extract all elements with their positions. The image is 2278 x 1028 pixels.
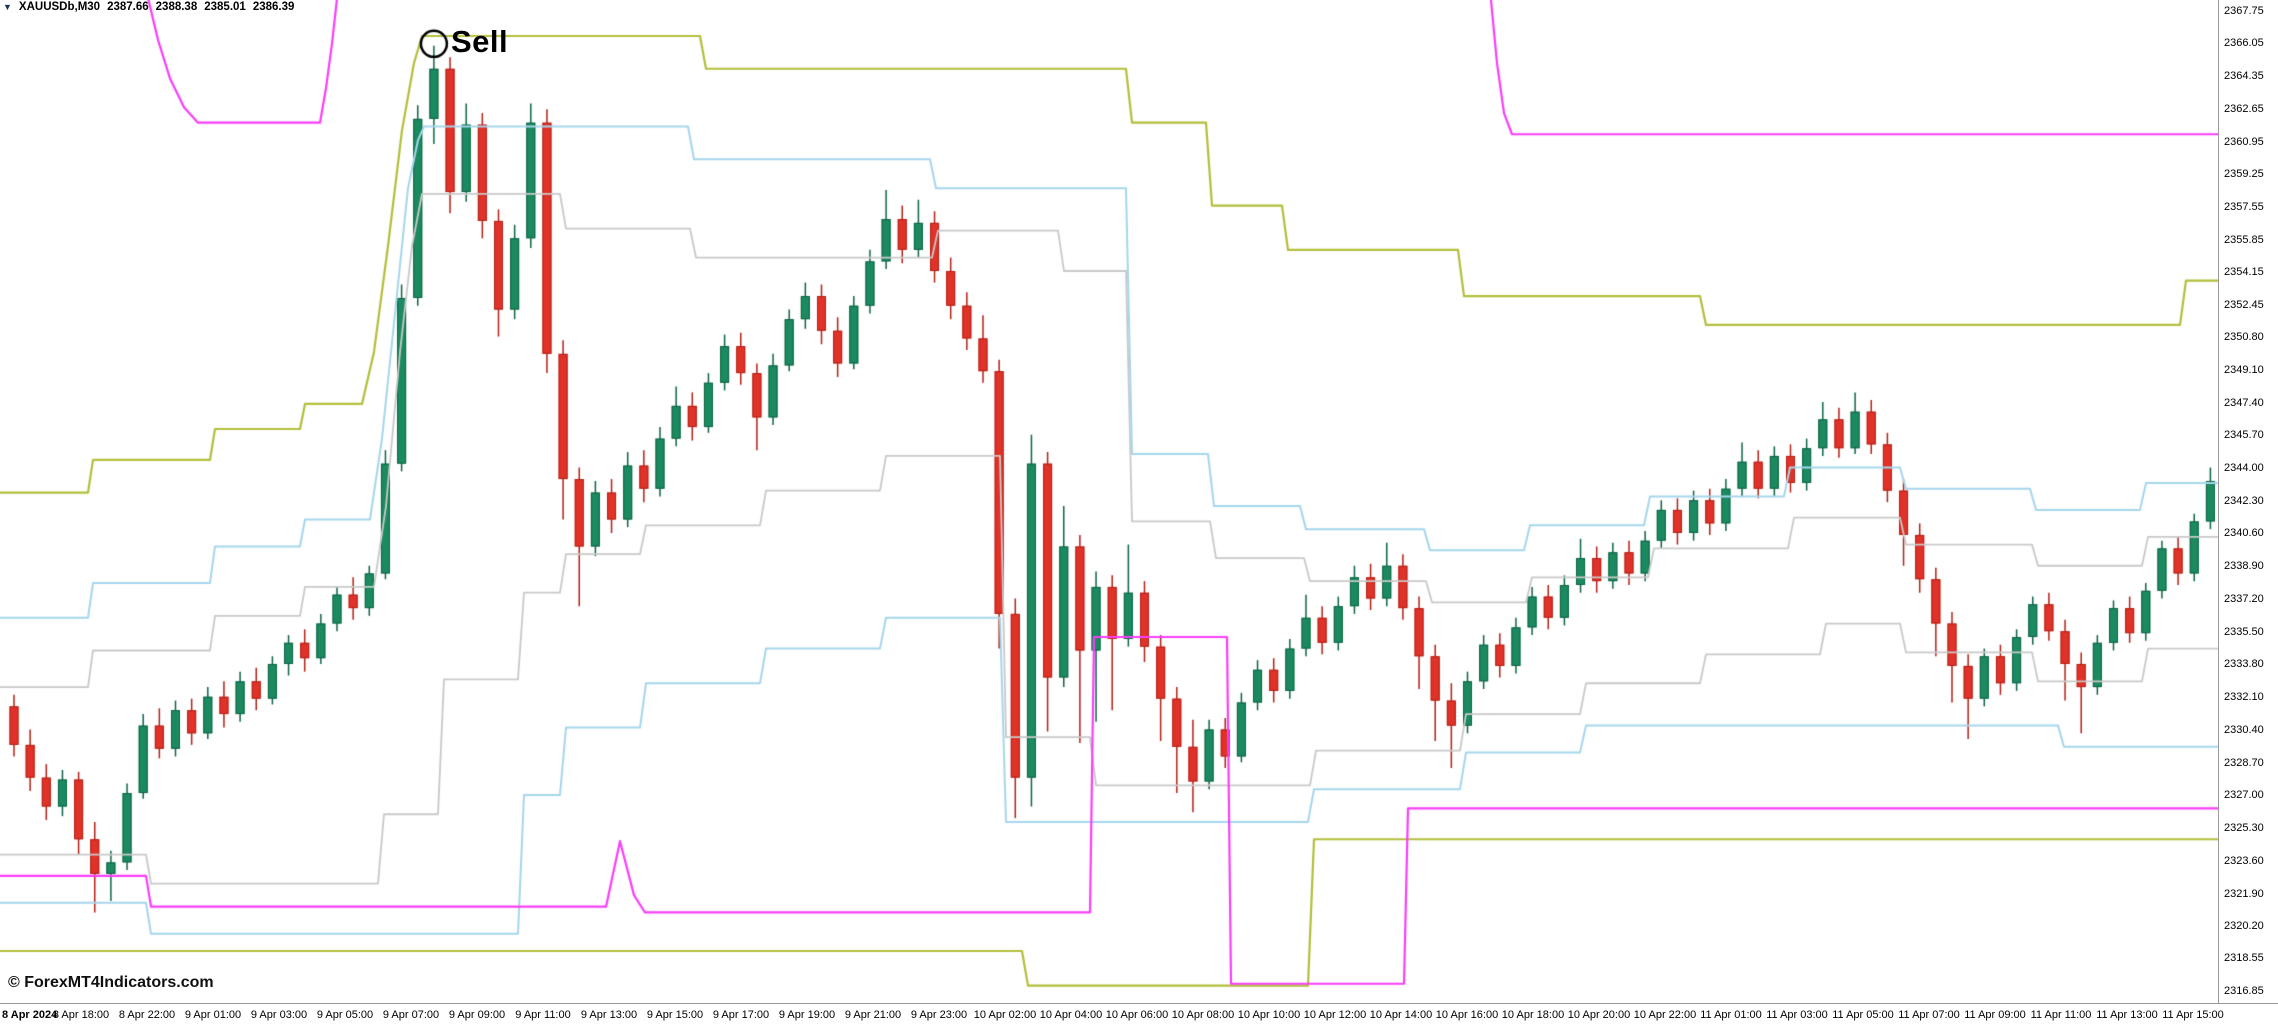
price-axis-label: 2327.00 <box>2224 789 2264 802</box>
price-axis-label: 2335.50 <box>2224 625 2264 638</box>
ohlc-close: 2386.39 <box>252 1 295 13</box>
time-axis-label: 11 Apr 03:00 <box>1766 1009 1828 1021</box>
time-axis-label: 8 Apr 2024 <box>2 1009 58 1021</box>
time-axis-label: 9 Apr 19:00 <box>778 1009 836 1021</box>
time-axis-label: 9 Apr 21:00 <box>844 1009 902 1021</box>
price-axis[interactable]: 2367.75 2366.05 2364.35 2362.65 2360.95 2359.… <box>2218 0 2278 1003</box>
ohlc-low: 2385.01 <box>204 1 246 13</box>
price-axis-label: 2364.35 <box>2224 70 2264 82</box>
price-axis-label: 2330.40 <box>2224 723 2264 736</box>
price-axis-label: 2347.40 <box>2224 396 2264 409</box>
time-axis-label: 10 Apr 14:00 <box>1369 1009 1433 1021</box>
price-axis-label: 2318.55 <box>2224 952 2264 965</box>
price-axis-label: 2350.80 <box>2224 331 2264 344</box>
time-axis-label: 9 Apr 11:00 <box>515 1009 571 1021</box>
time-axis-label: 8 Apr 22:00 <box>118 1009 176 1021</box>
price-axis-label: 2357.55 <box>2224 200 2264 213</box>
price-axis-label: 2360.95 <box>2224 135 2264 148</box>
price-axis-label: 2337.20 <box>2224 592 2264 605</box>
price-axis-label: 2352.45 <box>2224 299 2264 312</box>
time-axis-label: 10 Apr 06:00 <box>1105 1009 1169 1021</box>
time-axis-label: 11 Apr 05:00 <box>1832 1009 1894 1021</box>
time-axis-label: 9 Apr 13:00 <box>580 1009 638 1021</box>
price-axis-label: 2316.85 <box>2224 984 2264 997</box>
time-axis-label: 9 Apr 23:00 <box>910 1009 968 1021</box>
price-axis-label: 2321.90 <box>2224 887 2264 900</box>
time-axis-label: 9 Apr 05:00 <box>316 1009 374 1021</box>
price-axis-label: 2323.60 <box>2224 854 2264 867</box>
price-axis-label: 2355.85 <box>2224 233 2264 246</box>
time-axis-label: 11 Apr 13:00 <box>2096 1009 2158 1021</box>
price-axis-label: 2320.20 <box>2224 920 2264 933</box>
time-axis-label: 10 Apr 18:00 <box>1501 1009 1565 1021</box>
price-axis-label: 2340.60 <box>2224 527 2264 540</box>
time-axis-label: 9 Apr 17:00 <box>712 1009 770 1021</box>
price-axis-label: 2333.80 <box>2224 658 2264 671</box>
time-axis-label: 10 Apr 04:00 <box>1039 1009 1103 1021</box>
time-axis-label: 9 Apr 15:00 <box>646 1009 704 1021</box>
time-axis-label: 9 Apr 03:00 <box>250 1009 308 1021</box>
time-axis-label: 11 Apr 09:00 <box>1964 1009 2026 1021</box>
price-chart-canvas[interactable] <box>0 0 2218 1003</box>
time-axis[interactable]: 8 Apr 2024 8 Apr 18:00 8 Apr 22:00 9 Apr 01… <box>0 1003 2278 1028</box>
ohlc-high: 2388.38 <box>155 1 198 13</box>
time-axis-label: 9 Apr 09:00 <box>448 1009 506 1021</box>
price-axis-label: 2345.70 <box>2224 429 2264 442</box>
price-axis-label: 2349.10 <box>2224 363 2264 376</box>
price-axis-label: 2325.30 <box>2224 822 2264 835</box>
time-axis-label: 10 Apr 10:00 <box>1237 1009 1301 1021</box>
time-axis-label: 11 Apr 07:00 <box>1898 1009 1960 1021</box>
price-axis-label: 2332.10 <box>2224 691 2264 704</box>
symbol-ohlc-label: ▼ XAUUSDb,M30 2387.66 2388.38 2385.01 23… <box>3 1 294 13</box>
time-axis-label: 9 Apr 01:00 <box>184 1009 242 1021</box>
price-axis-label: 2366.05 <box>2224 37 2264 50</box>
watermark-text: © ForexMT4Indicators.com <box>8 974 214 991</box>
price-axis-label: 2344.00 <box>2224 462 2264 474</box>
time-axis-label: 8 Apr 18:00 <box>52 1009 110 1021</box>
time-axis-label: 11 Apr 01:00 <box>1700 1009 1762 1021</box>
price-axis-label: 2354.15 <box>2224 266 2264 279</box>
sell-signal-label[interactable]: Sell <box>451 24 509 59</box>
time-axis-label: 10 Apr 22:00 <box>1633 1009 1697 1021</box>
price-axis-label: 2328.70 <box>2224 756 2264 769</box>
price-axis-label: 2359.25 <box>2224 168 2264 181</box>
time-axis-label: 10 Apr 12:00 <box>1303 1009 1367 1021</box>
ohlc-open: 2387.66 <box>107 1 149 13</box>
time-axis-label: 11 Apr 11:00 <box>2030 1009 2092 1021</box>
symbol-name: XAUUSDb,M30 <box>18 1 101 13</box>
price-axis-label: 2362.65 <box>2224 102 2264 115</box>
time-axis-label: 11 Apr 15:00 <box>2162 1009 2224 1021</box>
time-axis-label: 10 Apr 02:00 <box>973 1009 1037 1021</box>
price-axis-label: 2338.90 <box>2224 560 2264 573</box>
time-axis-label: 10 Apr 20:00 <box>1567 1009 1631 1021</box>
price-axis-label: 2342.30 <box>2224 494 2264 507</box>
dropdown-arrow-icon: ▼ <box>3 2 12 12</box>
time-axis-label: 9 Apr 07:00 <box>382 1009 440 1021</box>
time-axis-label: 10 Apr 08:00 <box>1171 1009 1235 1021</box>
price-axis-label: 2367.75 <box>2224 4 2264 17</box>
time-axis-label: 10 Apr 16:00 <box>1435 1009 1499 1021</box>
